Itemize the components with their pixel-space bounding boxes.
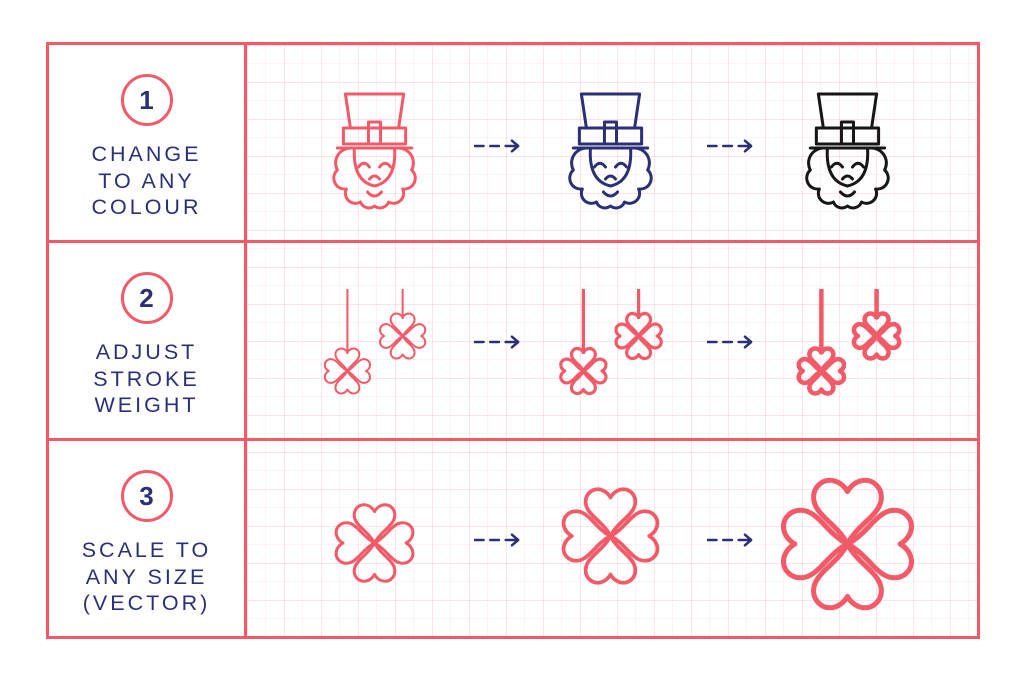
icon-cell-change-colour — [247, 45, 977, 240]
dashed-arrow-icon — [706, 139, 753, 153]
leprechaun-icon-black — [805, 92, 890, 210]
dashed-arrow-icon — [473, 335, 520, 349]
feature-label: SCALE TO ANY SIZE (VECTOR) — [81, 538, 212, 615]
feature-table: 1 CHANGE TO ANY COLOUR 2 AD — [46, 42, 980, 639]
feature-label: ADJUST STROKE WEIGHT — [93, 340, 200, 417]
feature-number-badge: 3 — [120, 470, 173, 522]
dashed-arrow-icon — [706, 335, 753, 349]
clover-icon-small — [336, 505, 413, 582]
feature-number: 1 — [139, 85, 154, 115]
icon-cell-stroke-weight — [247, 240, 977, 438]
feature-label: CHANGE TO ANY COLOUR — [91, 142, 202, 219]
dashed-arrow-icon — [473, 139, 520, 153]
feature-number-badge: 1 — [120, 74, 173, 126]
clover-icon-medium — [564, 489, 658, 583]
dashed-arrow-icon — [706, 533, 753, 547]
leprechaun-icon-navy — [568, 92, 653, 210]
dashed-arrow-icon — [473, 533, 520, 547]
feature-number: 2 — [139, 283, 154, 313]
clover-ornaments-icon-medium — [561, 289, 661, 394]
icon-cell-scale-size — [247, 438, 977, 636]
leprechaun-icon-pink — [332, 92, 417, 210]
feature-label-cell-colour: 1 CHANGE TO ANY COLOUR — [49, 45, 247, 240]
feature-label-cell-scale: 3 SCALE TO ANY SIZE (VECTOR) — [49, 438, 247, 636]
feature-label-cell-stroke: 2 ADJUST STROKE WEIGHT — [49, 240, 247, 438]
clover-ornaments-icon-thin — [325, 289, 425, 394]
feature-number-badge: 2 — [120, 272, 173, 324]
feature-number: 3 — [139, 481, 154, 511]
clover-icon-large — [783, 480, 911, 608]
clover-ornaments-icon-thick — [799, 289, 899, 394]
